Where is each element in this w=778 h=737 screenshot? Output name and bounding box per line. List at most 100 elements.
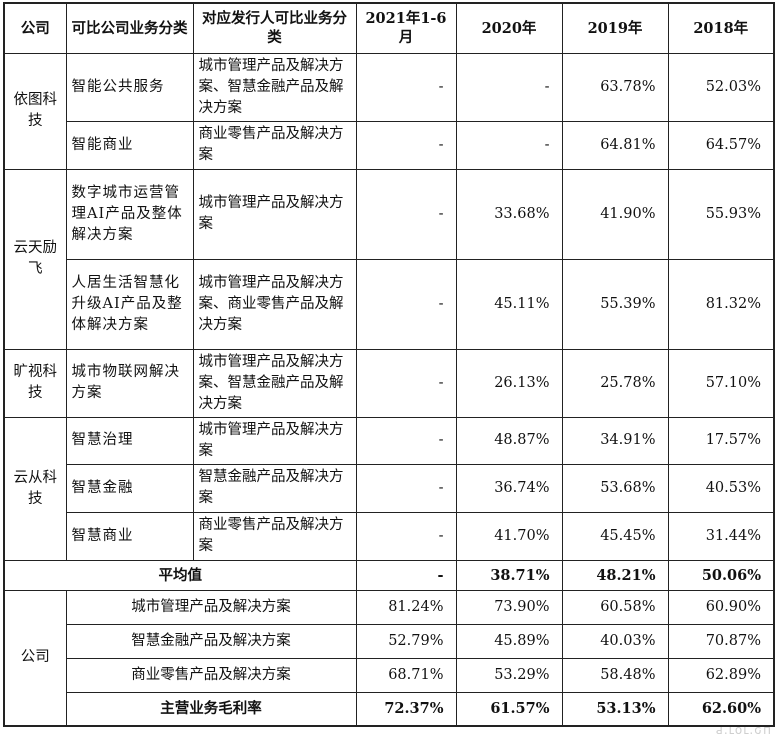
average-2020: 38.71% <box>455 559 563 591</box>
value-2021h1: - <box>355 416 457 465</box>
value-2018: 55.93% <box>667 168 775 260</box>
total-2020: 61.57% <box>455 691 563 727</box>
value-2020: 73.90% <box>455 589 563 625</box>
table-row: 旷视科技 城市物联网解决方案 城市管理产品及解决方案、智慧金融产品及解决方案 -… <box>3 348 775 418</box>
table-row: 云从科技 智慧治理 城市管理产品及解决方案 - 48.87% 34.91% 17… <box>3 416 775 561</box>
value-2019: 53.68% <box>561 463 669 513</box>
table-row: 智慧金融 智慧金融产品及解决方案 - 36.74% 53.68% 40.53% <box>4 463 775 513</box>
watermark: ԁ.ւօւ.ԍп <box>715 723 772 737</box>
total-label: 主营业务毛利率 <box>65 691 357 727</box>
table-row: 云天励飞 数字城市运营管理AI产品及整体解决方案 城市管理产品及解决方案 - 3… <box>3 168 775 350</box>
value-2020: 48.87% <box>455 416 563 465</box>
header-company: 公司 <box>3 2 67 54</box>
mapped-business-cell: 城市管理产品及解决方案、智慧金融产品及解决方案 <box>192 348 357 418</box>
business-cell: 智慧治理 <box>65 416 194 465</box>
value-2019: 45.45% <box>561 511 669 561</box>
value-2018: 62.89% <box>667 657 775 693</box>
product-line-label: 商业零售产品及解决方案 <box>65 657 357 693</box>
value-2019: 60.58% <box>561 589 669 625</box>
header-comparable-business: 可比公司业务分类 <box>65 2 194 54</box>
value-2018: 57.10% <box>667 348 775 418</box>
value-2021h1: - <box>355 52 457 122</box>
value-2021h1: 52.79% <box>355 623 457 659</box>
value-2019: 40.03% <box>561 623 669 659</box>
header-2020: 2020年 <box>455 2 563 54</box>
mapped-business-cell: 商业零售产品及解决方案 <box>192 120 357 170</box>
average-2019: 48.21% <box>561 559 669 591</box>
business-cell: 城市物联网解决方案 <box>65 348 194 418</box>
mapped-business-cell: 智慧金融产品及解决方案 <box>192 463 357 513</box>
total-row: 主营业务毛利率 72.37% 61.57% 53.13% 62.60% <box>4 691 775 727</box>
value-2020: 45.89% <box>455 623 563 659</box>
table-row: 智能商业 商业零售产品及解决方案 - - 64.81% 64.57% <box>4 120 775 170</box>
business-cell: 智慧商业 <box>65 511 194 561</box>
value-2018: 70.87% <box>667 623 775 659</box>
value-2019: 63.78% <box>561 52 669 122</box>
table-row: 商业零售产品及解决方案 68.71% 53.29% 58.48% 62.89% <box>4 657 775 693</box>
value-2021h1: - <box>355 168 457 260</box>
table-row: 人居生活智慧化升级AI产品及整体解决方案 城市管理产品及解决方案、商业零售产品及… <box>4 258 775 350</box>
total-2018: 62.60% <box>667 691 775 727</box>
business-cell: 智能商业 <box>65 120 194 170</box>
mapped-business-cell: 城市管理产品及解决方案 <box>192 416 357 465</box>
business-cell: 人居生活智慧化升级AI产品及整体解决方案 <box>65 258 194 350</box>
value-2018: 52.03% <box>667 52 775 122</box>
value-2020: 33.68% <box>455 168 563 260</box>
value-2019: 55.39% <box>561 258 669 350</box>
mapped-business-cell: 城市管理产品及解决方案 <box>192 168 357 260</box>
company-cell: 依图科技 <box>3 52 67 170</box>
business-cell: 智能公共服务 <box>65 52 194 122</box>
value-2021h1: 81.24% <box>355 589 457 625</box>
value-2021h1: - <box>355 511 457 561</box>
gross-margin-comparison-table: 公司 可比公司业务分类 对应发行人可比业务分类 2021年1-6月 2020年 … <box>3 2 775 727</box>
value-2019: 34.91% <box>561 416 669 465</box>
table-row: 依图科技 智能公共服务 城市管理产品及解决方案、智慧金融产品及解决方案 - - … <box>3 52 775 170</box>
value-2020: 26.13% <box>455 348 563 418</box>
value-2018: 64.57% <box>667 120 775 170</box>
value-2020: - <box>455 52 563 122</box>
total-2021h1: 72.37% <box>355 691 457 727</box>
value-2021h1: - <box>355 348 457 418</box>
header-2019: 2019年 <box>561 2 669 54</box>
mapped-business-cell: 商业零售产品及解决方案 <box>192 511 357 561</box>
header-issuer-business: 对应发行人可比业务分类 <box>192 2 357 54</box>
business-cell: 智慧金融 <box>65 463 194 513</box>
company-cell: 云从科技 <box>3 416 67 561</box>
company-cell: 公司 <box>3 589 67 727</box>
value-2020: - <box>455 120 563 170</box>
header-row: 公司 可比公司业务分类 对应发行人可比业务分类 2021年1-6月 2020年 … <box>3 2 775 54</box>
value-2019: 41.90% <box>561 168 669 260</box>
value-2021h1: - <box>355 258 457 350</box>
company-cell: 旷视科技 <box>3 348 67 418</box>
average-label: 平均值 <box>3 559 357 591</box>
value-2019: 64.81% <box>561 120 669 170</box>
value-2020: 53.29% <box>455 657 563 693</box>
table-row: 公司 城市管理产品及解决方案 81.24% 73.90% 60.58% 60.9… <box>3 589 775 727</box>
average-row: 平均值 - 38.71% 48.21% 50.06% <box>3 559 775 591</box>
value-2018: 81.32% <box>667 258 775 350</box>
mapped-business-cell: 城市管理产品及解决方案、智慧金融产品及解决方案 <box>192 52 357 122</box>
value-2020: 41.70% <box>455 511 563 561</box>
business-cell: 数字城市运营管理AI产品及整体解决方案 <box>65 168 194 260</box>
total-2019: 53.13% <box>561 691 669 727</box>
value-2018: 31.44% <box>667 511 775 561</box>
value-2018: 17.57% <box>667 416 775 465</box>
product-line-label: 智慧金融产品及解决方案 <box>65 623 357 659</box>
table-row: 智慧金融产品及解决方案 52.79% 45.89% 40.03% 70.87% <box>4 623 775 659</box>
value-2019: 58.48% <box>561 657 669 693</box>
header-2021h1: 2021年1-6月 <box>355 2 457 54</box>
product-line-label: 城市管理产品及解决方案 <box>65 589 357 625</box>
value-2019: 25.78% <box>561 348 669 418</box>
company-cell: 云天励飞 <box>3 168 67 350</box>
value-2021h1: - <box>355 463 457 513</box>
average-2021h1: - <box>355 559 457 591</box>
value-2020: 36.74% <box>455 463 563 513</box>
value-2018: 40.53% <box>667 463 775 513</box>
header-2018: 2018年 <box>667 2 775 54</box>
value-2021h1: - <box>355 120 457 170</box>
mapped-business-cell: 城市管理产品及解决方案、商业零售产品及解决方案 <box>192 258 357 350</box>
value-2018: 60.90% <box>667 589 775 625</box>
value-2020: 45.11% <box>455 258 563 350</box>
average-2018: 50.06% <box>667 559 775 591</box>
table-row: 智慧商业 商业零售产品及解决方案 - 41.70% 45.45% 31.44% <box>4 511 775 561</box>
